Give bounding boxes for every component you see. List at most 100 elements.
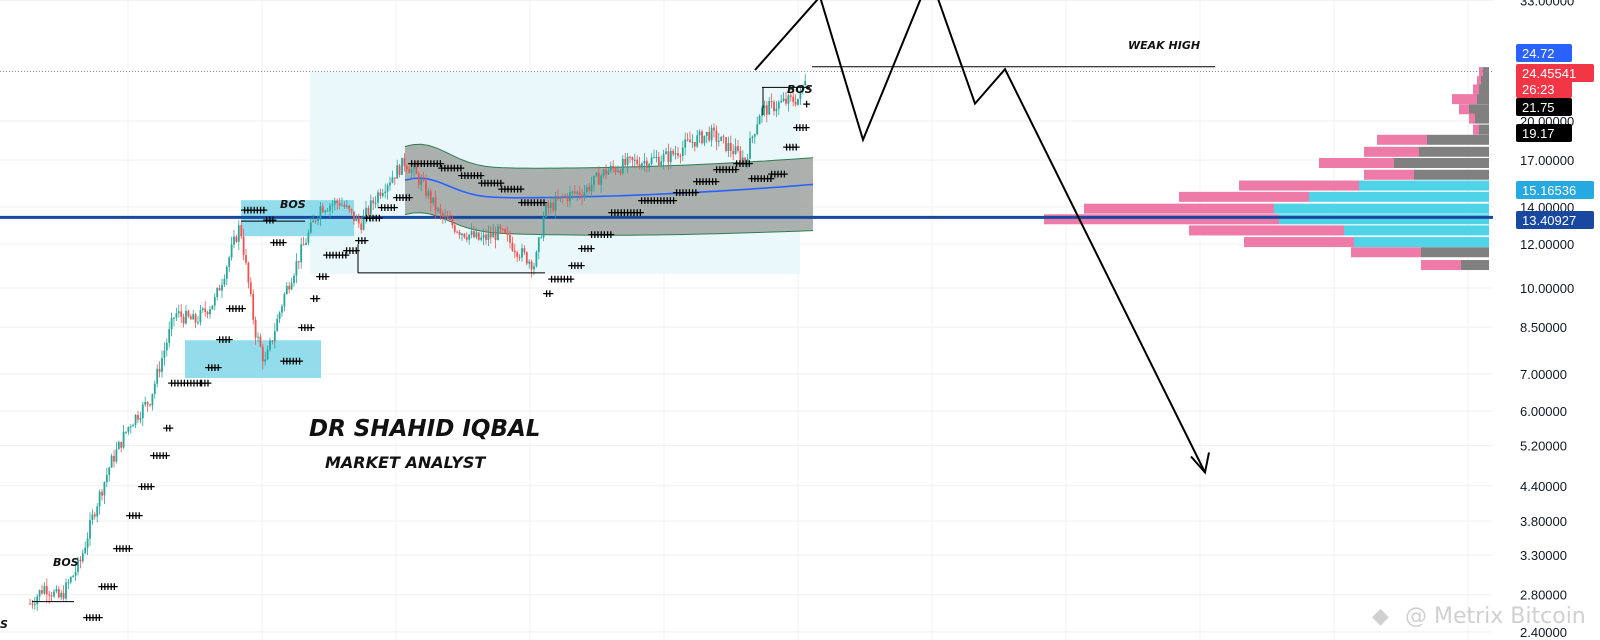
profile-bar-cyan [1279, 214, 1489, 225]
profile-bar-grey [1483, 67, 1489, 78]
candle-body [165, 342, 168, 351]
candle-body [516, 252, 519, 257]
candle-body [237, 225, 240, 242]
channel-band [405, 144, 813, 236]
plus-marker: + [711, 175, 720, 188]
plus-marker: + [297, 321, 306, 334]
candle-body [509, 234, 511, 243]
plus-marker: + [128, 509, 137, 522]
candle-body [338, 203, 341, 206]
candle-body [775, 108, 778, 112]
plus-marker: + [496, 176, 505, 189]
candle-body [247, 262, 250, 283]
candle-body [797, 98, 799, 105]
profile-bar-grey [1394, 158, 1489, 169]
plus-marker: + [597, 228, 606, 241]
candle-body [787, 95, 790, 104]
axis-tick-label: 10.00000 [1520, 281, 1574, 296]
axis-tick-label: 33.00000 [1520, 0, 1574, 8]
candle-body [609, 165, 612, 171]
candle-body [600, 175, 603, 185]
candle-body [717, 140, 720, 142]
profile-bar-grey [1419, 146, 1489, 157]
candle-body [72, 575, 75, 578]
profile-bar-pink [1469, 113, 1475, 124]
candle-body [221, 284, 223, 291]
plus-marker: + [722, 163, 731, 176]
plus-marker: + [593, 228, 602, 241]
plus-marker: + [745, 157, 754, 170]
plus-marker: + [718, 163, 727, 176]
candle-body [643, 160, 646, 164]
candle-body [192, 314, 195, 320]
candle-body [117, 441, 120, 450]
candle-body [81, 553, 84, 562]
candle-body [482, 234, 485, 238]
candle-body [396, 165, 399, 179]
candle-body [703, 135, 706, 144]
plus-marker: + [453, 161, 462, 174]
axis-tick-label: 2.80000 [1520, 588, 1567, 603]
candle-body [230, 244, 233, 258]
candle-body [377, 192, 379, 203]
plus-marker: + [490, 176, 499, 189]
plus-marker: + [669, 194, 678, 207]
candle-body [173, 317, 175, 319]
profile-bar-pink [1351, 247, 1421, 258]
candle-body [312, 220, 315, 223]
candle-body [242, 236, 245, 256]
plus-marker: + [177, 377, 186, 390]
plus-marker: + [672, 186, 681, 199]
candle-body [564, 195, 567, 198]
plus-marker: + [705, 175, 714, 188]
candle-body [501, 228, 504, 230]
candle-body [804, 81, 807, 86]
candle-body [384, 191, 387, 194]
profile-bar-pink [1244, 237, 1354, 248]
profile-bar-pink [1239, 180, 1359, 191]
candle-body [201, 308, 204, 311]
candle-body [794, 101, 797, 105]
candle-body [343, 204, 346, 207]
plus-marker: + [640, 194, 649, 207]
price-tag [1516, 124, 1572, 142]
plus-marker: + [335, 248, 344, 261]
plus-marker: + [742, 157, 751, 170]
candle-body [573, 191, 576, 194]
candle-body [89, 520, 91, 539]
profile-bar-pink [1479, 67, 1483, 78]
plus-marker: + [659, 194, 668, 207]
candle-body [300, 244, 303, 263]
candle-body [307, 232, 310, 243]
plus-marker: + [712, 163, 721, 176]
plus-marker: + [637, 194, 646, 207]
candle-body [288, 285, 291, 290]
candle-body [276, 318, 279, 332]
candle-body [60, 592, 63, 598]
candle-body [206, 311, 209, 315]
candle-body [48, 594, 51, 596]
candle-body [480, 237, 483, 240]
plus-marker: + [122, 542, 131, 555]
candle-body [53, 591, 55, 597]
candle-body [648, 163, 651, 168]
plus-marker: + [387, 201, 396, 214]
plus-marker: + [269, 236, 278, 249]
candle-body [511, 242, 514, 251]
plus-marker: + [583, 242, 592, 255]
candle-body [285, 285, 288, 294]
candle-body [444, 215, 447, 217]
candle-body [309, 222, 312, 233]
plus-marker: + [747, 172, 756, 185]
plus-marker: + [567, 259, 576, 272]
plus-marker: + [341, 248, 350, 261]
axis-tick-label: 12.00000 [1520, 237, 1574, 252]
plus-marker: + [473, 169, 482, 182]
plus-marker: + [103, 580, 112, 593]
candle-body [420, 179, 423, 185]
plus-marker: + [738, 157, 747, 170]
candle-body [91, 514, 94, 521]
candle-body [36, 596, 39, 605]
plus-marker: + [763, 172, 772, 185]
